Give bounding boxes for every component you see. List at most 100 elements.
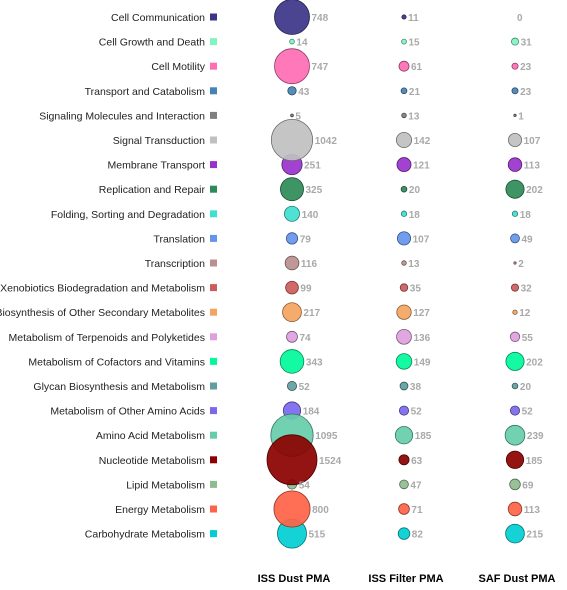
bubble-saf-dust-pma-signal-transduction — [507, 132, 523, 148]
column-label-saf-dust-pma: SAF Dust PMA — [479, 573, 556, 585]
bubble-saf-dust-pma-metabolism-of-cofactors-and-vitamins — [505, 351, 525, 371]
value-label-iss-dust-pma-glycan-biosynthesis-and-metabolism: 52 — [299, 382, 311, 393]
legend-swatch-carbohydrate-metabolism — [210, 530, 217, 538]
value-label-iss-dust-pma-replication-and-repair: 325 — [306, 185, 323, 196]
value-label-saf-dust-pma-transcription: 2 — [518, 259, 524, 270]
bubble-saf-dust-pma-signaling-molecules-and-interaction — [513, 113, 517, 118]
bubble-iss-filter-pma-cell-motility — [398, 60, 410, 72]
bubble-iss-filter-pma-metabolism-of-other-amino-acids — [398, 405, 410, 416]
category-label-cell-motility: Cell Motility — [151, 61, 205, 73]
bubble-iss-dust-pma-translation — [285, 232, 299, 245]
category-label-biosynthesis-of-other-secondary-metabolites: Biosynthesis of Other Secondary Metaboli… — [0, 307, 205, 319]
bubble-iss-filter-pma-signaling-molecules-and-interaction — [401, 112, 407, 119]
value-label-iss-dust-pma-signal-transduction: 1042 — [315, 136, 338, 147]
value-label-iss-dust-pma-carbohydrate-metabolism: 515 — [309, 530, 326, 541]
legend-swatch-energy-metabolism — [210, 505, 217, 513]
value-label-iss-dust-pma-metabolism-of-terpenoids-and-polyketides: 74 — [300, 333, 312, 344]
legend-swatch-biosynthesis-of-other-secondary-metabolites — [210, 308, 217, 316]
legend-swatch-glycan-biosynthesis-and-metabolism — [210, 382, 217, 390]
bubble-iss-dust-pma-energy-metabolism — [273, 490, 311, 528]
legend-swatch-membrane-transport — [210, 161, 217, 169]
legend-swatch-nucleotide-metabolism — [210, 456, 217, 464]
value-label-iss-filter-pma-metabolism-of-other-amino-acids: 52 — [411, 407, 423, 418]
legend-swatch-translation — [210, 234, 217, 242]
bubble-iss-filter-pma-transport-and-catabolism — [400, 87, 408, 95]
value-label-iss-filter-pma-cell-motility: 61 — [411, 62, 423, 73]
value-label-iss-filter-pma-lipid-metabolism: 47 — [410, 480, 422, 491]
bubble-saf-dust-pma-translation — [510, 233, 520, 244]
bubble-iss-dust-pma-transport-and-catabolism — [287, 86, 297, 96]
bubble-saf-dust-pma-membrane-transport — [507, 157, 523, 172]
category-label-amino-acid-metabolism: Amino Acid Metabolism — [96, 430, 205, 442]
value-label-iss-dust-pma-xenobiotics-biodegradation-and-metabolism: 99 — [300, 284, 312, 295]
chart-value-labels: 748 14 747 43 5 1042 251 325 140 79 116 99 217 74 343 5… — [295, 13, 544, 541]
legend-swatch-metabolism-of-other-amino-acids — [210, 407, 217, 415]
value-label-iss-dust-pma-transport-and-catabolism: 43 — [298, 87, 310, 98]
legend-swatch-signaling-molecules-and-interaction — [210, 111, 217, 119]
value-label-saf-dust-pma-amino-acid-metabolism: 239 — [527, 431, 544, 442]
bubble-iss-filter-pma-replication-and-repair — [400, 185, 408, 193]
bubble-iss-filter-pma-xenobiotics-biodegradation-and-metabolism — [399, 283, 409, 292]
legend-swatch-xenobiotics-biodegradation-and-metabolism — [210, 284, 217, 292]
value-label-iss-dust-pma-amino-acid-metabolism: 1095 — [315, 431, 338, 442]
chart-rows: Cell Communication Cell Growth and Death C… — [0, 12, 217, 541]
value-label-iss-filter-pma-energy-metabolism: 71 — [411, 505, 423, 516]
category-label-metabolism-of-other-amino-acids: Metabolism of Other Amino Acids — [50, 406, 205, 418]
chart-column-labels: ISS Dust PMA ISS Filter PMA SAF Dust PMA — [258, 573, 556, 585]
bubble-iss-filter-pma-transcription — [401, 260, 407, 266]
bubble-saf-dust-pma-folding-sorting-and-degradation — [511, 210, 519, 217]
value-label-iss-filter-pma-transcription: 13 — [408, 259, 420, 270]
legend-swatch-lipid-metabolism — [210, 480, 217, 488]
bubble-iss-filter-pma-cell-growth-and-death — [401, 38, 407, 45]
value-label-iss-dust-pma-biosynthesis-of-other-secondary-metabolites: 217 — [303, 308, 320, 319]
value-label-iss-filter-pma-nucleotide-metabolism: 63 — [411, 456, 423, 467]
bubble-saf-dust-pma-cell-motility — [511, 62, 519, 70]
value-label-saf-dust-pma-cell-growth-and-death: 31 — [521, 38, 533, 49]
bubble-iss-filter-pma-signal-transduction — [395, 131, 413, 149]
value-label-iss-filter-pma-glycan-biosynthesis-and-metabolism: 38 — [410, 382, 422, 393]
bubble-saf-dust-pma-carbohydrate-metabolism — [505, 523, 525, 544]
bubble-iss-filter-pma-amino-acid-metabolism — [394, 426, 414, 445]
value-label-saf-dust-pma-membrane-transport: 113 — [524, 161, 541, 172]
bubble-iss-dust-pma-folding-sorting-and-degradation — [284, 205, 300, 222]
category-label-cell-growth-and-death: Cell Growth and Death — [99, 37, 205, 49]
legend-swatch-metabolism-of-terpenoids-and-polyketides — [210, 333, 217, 341]
bubble-iss-dust-pma-biosynthesis-of-other-secondary-metabolites — [282, 302, 302, 323]
bubble-iss-filter-pma-carbohydrate-metabolism — [397, 527, 411, 540]
value-label-saf-dust-pma-signal-transduction: 107 — [524, 136, 541, 147]
category-label-glycan-biosynthesis-and-metabolism: Glycan Biosynthesis and Metabolism — [33, 381, 205, 393]
value-label-iss-filter-pma-carbohydrate-metabolism: 82 — [412, 530, 424, 541]
bubble-saf-dust-pma-amino-acid-metabolism — [504, 424, 526, 446]
value-label-saf-dust-pma-lipid-metabolism: 69 — [522, 480, 534, 491]
value-label-saf-dust-pma-metabolism-of-terpenoids-and-polyketides: 55 — [522, 333, 534, 344]
bubble-iss-dust-pma-cell-motility — [274, 48, 310, 85]
column-label-iss-dust-pma: ISS Dust PMA — [258, 573, 331, 585]
value-label-saf-dust-pma-transport-and-catabolism: 23 — [520, 87, 532, 98]
legend-swatch-replication-and-repair — [210, 185, 217, 193]
chart-bubbles — [266, 0, 526, 549]
category-label-energy-metabolism: Energy Metabolism — [115, 504, 205, 516]
value-label-saf-dust-pma-nucleotide-metabolism: 185 — [526, 456, 543, 467]
category-label-cell-communication: Cell Communication — [111, 12, 205, 24]
value-label-saf-dust-pma-carbohydrate-metabolism: 215 — [526, 530, 543, 541]
category-label-nucleotide-metabolism: Nucleotide Metabolism — [99, 455, 205, 467]
category-label-transcription: Transcription — [145, 258, 205, 270]
bubble-iss-dust-pma-metabolism-of-terpenoids-and-polyketides — [286, 330, 298, 343]
value-label-iss-filter-pma-cell-growth-and-death: 15 — [409, 38, 421, 49]
value-label-saf-dust-pma-signaling-molecules-and-interaction: 1 — [518, 111, 524, 122]
bubble-saf-dust-pma-metabolism-of-terpenoids-and-polyketides — [509, 331, 521, 342]
bubble-iss-filter-pma-biosynthesis-of-other-secondary-metabolites — [396, 304, 412, 320]
bubble-iss-filter-pma-cell-communication — [401, 14, 407, 20]
bubble-saf-dust-pma-replication-and-repair — [505, 179, 525, 199]
category-label-xenobiotics-biodegradation-and-metabolism: Xenobiotics Biodegradation and Metabolis… — [0, 283, 205, 295]
value-label-saf-dust-pma-translation: 49 — [522, 234, 534, 245]
category-label-replication-and-repair: Replication and Repair — [99, 184, 206, 196]
bubble-saf-dust-pma-energy-metabolism — [507, 501, 523, 517]
value-label-saf-dust-pma-metabolism-of-other-amino-acids: 52 — [522, 407, 534, 418]
value-label-iss-dust-pma-cell-growth-and-death: 14 — [296, 38, 308, 49]
legend-swatch-amino-acid-metabolism — [210, 431, 217, 439]
value-label-saf-dust-pma-metabolism-of-cofactors-and-vitamins: 202 — [526, 357, 543, 368]
value-label-iss-filter-pma-amino-acid-metabolism: 185 — [415, 431, 432, 442]
value-label-saf-dust-pma-replication-and-repair: 202 — [526, 185, 543, 196]
bubble-iss-filter-pma-nucleotide-metabolism — [398, 454, 410, 466]
